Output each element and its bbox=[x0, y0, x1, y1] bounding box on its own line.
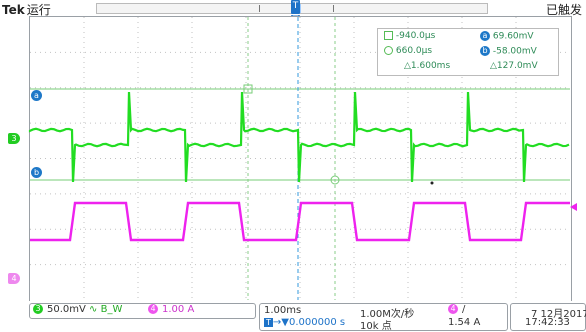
sample-rate: 1.00M次/秒 bbox=[360, 309, 415, 320]
ch3-scale: 50.0mV bbox=[47, 304, 86, 315]
acquisition-box[interactable]: 1.00ms T →▼0.000000 s 1.00M次/秒 10k 点 4/ 1… bbox=[259, 303, 508, 332]
cursor-readout: -940.0µs a 69.60mV 660.0µs b -58.00mV △1… bbox=[377, 28, 559, 76]
time: 17:42:33 bbox=[525, 317, 570, 328]
ch3-waveform bbox=[28, 91, 570, 183]
run-state: 运行 bbox=[26, 3, 51, 17]
cursor-a-time: -940.0µs bbox=[395, 31, 436, 41]
timeline-window-left bbox=[259, 5, 260, 12]
trigger-level: 1.54 A bbox=[448, 317, 481, 328]
timebase: 1.00ms bbox=[264, 305, 302, 316]
cursor-a-value-row: a 69.60mV bbox=[480, 31, 534, 43]
timeline-window-right bbox=[333, 5, 334, 12]
waveform-svg bbox=[28, 17, 577, 300]
cursor-b-time-row: 660.0µs bbox=[384, 46, 432, 58]
date: 7 12月2017 bbox=[531, 309, 586, 320]
cursor-b-value: -58.00mV bbox=[492, 46, 537, 57]
ch3-scale-group: 3 50.0mV ∿ B_W bbox=[33, 304, 122, 315]
ch4-ground-marker[interactable]: 4 bbox=[8, 273, 20, 284]
dot-artifact bbox=[430, 181, 434, 185]
trigger-slope: / bbox=[462, 304, 466, 315]
trigger-level-marker[interactable] bbox=[570, 203, 577, 211]
cursor-b-time: 660.0µs bbox=[395, 46, 433, 56]
ref-b-badge: b bbox=[480, 46, 490, 56]
trigger-position-top-marker[interactable]: T bbox=[291, 0, 300, 14]
ref-a-badge: a bbox=[480, 31, 490, 41]
delta-time: △1.600ms bbox=[404, 61, 451, 71]
ref-a-marker[interactable]: a bbox=[31, 90, 42, 101]
ch4-badge: 4 bbox=[148, 304, 158, 314]
circle-icon bbox=[384, 46, 393, 55]
cursor-a-time-row: -940.0µs bbox=[384, 31, 435, 43]
cursor-a-marker[interactable] bbox=[243, 84, 253, 94]
ch3-badge: 3 bbox=[33, 304, 43, 314]
ref-b-marker[interactable]: b bbox=[31, 167, 42, 178]
datetime-box: 7 12月2017 17:42:33 bbox=[510, 303, 586, 331]
record-length: 10k 点 bbox=[360, 321, 392, 332]
brand-name: Tek bbox=[2, 3, 25, 17]
cursor-a-value: 69.60mV bbox=[492, 31, 534, 42]
trigger-status: 已触发 bbox=[545, 3, 582, 17]
trigger-pos-icon: T bbox=[264, 318, 273, 327]
ch3-coupling: ∿ B_W bbox=[89, 304, 123, 315]
ch4-waveform bbox=[30, 201, 570, 242]
trigger-source-group: 4/ bbox=[448, 304, 465, 315]
channel-scale-box[interactable]: 3 50.0mV ∿ B_W 4 1.00 A bbox=[29, 303, 256, 319]
trigger-position: →▼0.000000 s bbox=[272, 317, 346, 328]
square-icon bbox=[384, 31, 393, 40]
trigger-pos-group: T →▼0.000000 s bbox=[264, 317, 345, 328]
trigger-source-badge: 4 bbox=[448, 304, 458, 314]
bottom-status-bar: 3 50.0mV ∿ B_W 4 1.00 A 1.00ms T →▼0.000000… bbox=[0, 301, 586, 332]
ch4-scale-group: 4 1.00 A bbox=[148, 304, 194, 315]
cursor-b-value-row: b -58.00mV bbox=[480, 46, 537, 58]
brand-label: Tek 运行 bbox=[2, 1, 51, 18]
ch3-ground-marker[interactable]: 3 bbox=[8, 133, 20, 144]
ch4-scale: 1.00 A bbox=[162, 304, 195, 315]
delta-value: △127.0mV bbox=[490, 61, 538, 71]
cursor-b-marker[interactable] bbox=[330, 175, 340, 185]
